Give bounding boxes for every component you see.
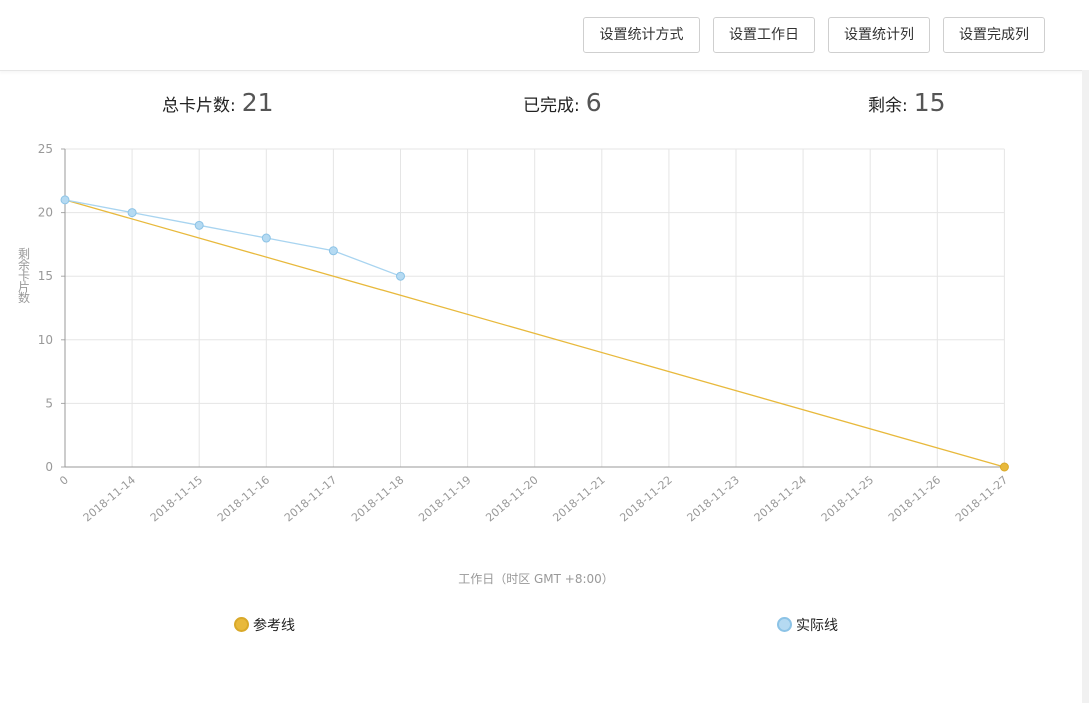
y-tick-label: 15: [38, 269, 53, 283]
x-axis-label: 工作日（时区 GMT +8:00）: [458, 572, 614, 586]
x-tick-label: 2018-11-24: [752, 473, 809, 524]
y-tick-label: 10: [38, 333, 53, 347]
stat-done-value: 6: [585, 88, 602, 117]
series-line-1: [64, 199, 401, 277]
x-tick-label: 0: [57, 473, 71, 487]
scrollbar-track[interactable]: [1082, 70, 1089, 703]
set-stat-columns-button[interactable]: 设置统计列: [828, 17, 930, 53]
data-point: [127, 208, 137, 218]
legend-actual-marker: [777, 617, 792, 632]
y-axis-label: 剩余卡片数: [18, 247, 30, 305]
grid: [65, 148, 1005, 467]
y-axis-label-char: 余: [18, 257, 30, 272]
stat-done: 已完成: 6: [523, 88, 602, 122]
stat-done-label: 已完成:: [523, 96, 580, 116]
y-tick-label: 25: [38, 142, 53, 156]
legend-actual[interactable]: 实际线: [777, 614, 838, 634]
stat-total: 总卡片数: 21: [162, 88, 274, 122]
series-line-0: [64, 199, 1005, 468]
x-tick-label: 2018-11-17: [282, 473, 339, 524]
x-tick-label: 2018-11-27: [953, 473, 1010, 524]
data-point: [194, 220, 204, 230]
x-tick-label: 2018-11-22: [617, 473, 674, 524]
x-tick-label: 2018-11-19: [416, 473, 473, 524]
x-tick-label: 2018-11-16: [215, 473, 272, 524]
stat-remaining: 剩余: 15: [868, 88, 946, 122]
y-tick-label: 5: [45, 396, 53, 410]
x-tick-label: 2018-11-21: [550, 473, 607, 524]
set-workdays-button[interactable]: 设置工作日: [713, 17, 815, 53]
y-axis-label-char: 剩: [18, 247, 30, 261]
y-axis-label-char: 卡: [18, 269, 30, 283]
y-tick-label: 20: [38, 206, 53, 220]
toolbar: 设置统计方式 设置工作日 设置统计列 设置完成列: [0, 0, 1089, 71]
stat-remaining-value: 15: [913, 88, 946, 117]
x-tick-label: 2018-11-20: [483, 473, 540, 524]
y-axis-label-char: 数: [18, 290, 30, 305]
x-tick-label: 2018-11-25: [819, 473, 876, 524]
x-tick-label: 2018-11-23: [685, 473, 742, 524]
legend-actual-label: 实际线: [796, 617, 838, 634]
x-tick-label: 2018-11-14: [81, 473, 138, 524]
stat-total-label: 总卡片数:: [162, 96, 236, 116]
series: [60, 195, 1009, 472]
data-point: [328, 246, 338, 256]
data-point: [261, 233, 271, 243]
data-point: [999, 462, 1009, 472]
data-point: [396, 271, 405, 281]
stat-total-value: 21: [241, 88, 274, 117]
x-tick-label: 2018-11-18: [349, 473, 406, 524]
legend-reference-marker: [234, 617, 249, 632]
x-tick-label: 2018-11-15: [148, 473, 205, 524]
legend-reference[interactable]: 参考线: [234, 614, 295, 634]
y-axis-label-char: 片: [18, 280, 30, 294]
stat-remaining-label: 剩余:: [868, 96, 908, 116]
x-tick-label: 2018-11-26: [886, 473, 943, 524]
set-done-columns-button[interactable]: 设置完成列: [943, 17, 1045, 53]
data-point: [60, 195, 70, 205]
set-stat-method-button[interactable]: 设置统计方式: [583, 17, 700, 53]
y-tick-label: 0: [45, 460, 53, 474]
legend-reference-label: 参考线: [253, 617, 295, 634]
